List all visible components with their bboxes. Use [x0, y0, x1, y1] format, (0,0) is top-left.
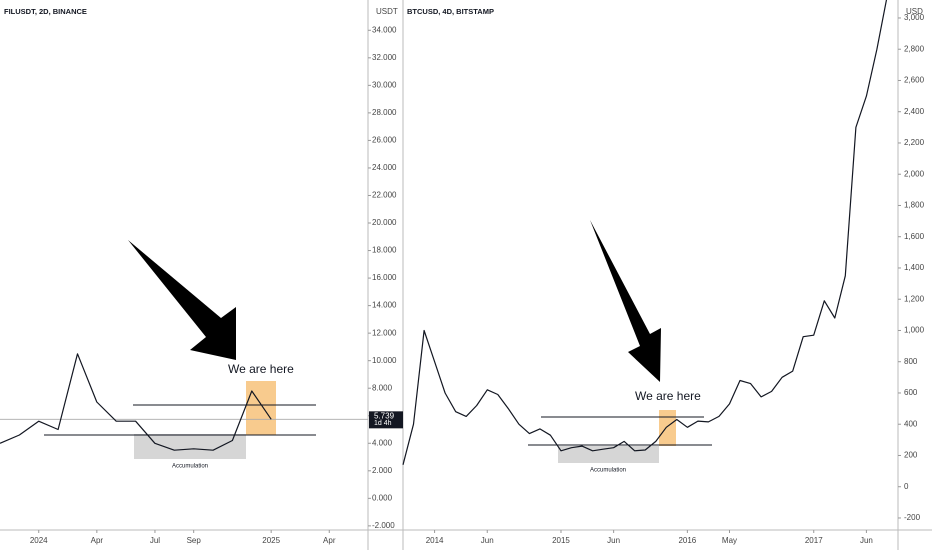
y-tick-label: 2,800	[904, 44, 925, 53]
annotation: Accumulation	[590, 468, 626, 474]
current-zone	[659, 410, 676, 446]
y-tick-label: -2.000	[372, 521, 395, 530]
axis-unit: USD	[906, 7, 923, 16]
y-tick-label: 2,200	[904, 138, 925, 147]
x-tick-label: Jul	[150, 536, 160, 545]
y-tick-label: 32.000	[372, 53, 397, 62]
y-tick-label: 600	[904, 388, 918, 397]
chart-title: BTCUSD, 4D, BITSTAMP	[407, 7, 494, 16]
y-tick-label: 1,800	[904, 201, 925, 210]
y-tick-label: 1,000	[904, 326, 925, 335]
x-tick-label: Jun	[860, 536, 873, 545]
y-tick-label: 1,600	[904, 232, 925, 241]
y-tick-label: 28.000	[372, 108, 397, 117]
x-tick-label: 2017	[805, 536, 823, 545]
y-tick-label: 16.000	[372, 273, 397, 282]
y-tick-label: -200	[904, 513, 921, 522]
current-zone	[246, 381, 276, 435]
annotation: We are here	[228, 362, 294, 376]
last-price-box	[369, 411, 403, 429]
countdown-label: 1d 4h	[374, 420, 392, 427]
y-tick-label: 10.000	[372, 356, 397, 365]
x-tick-label: Sep	[187, 536, 202, 545]
y-tick-label: 0	[904, 482, 909, 491]
y-tick-label: 12.000	[372, 328, 397, 337]
y-tick-label: 4.000	[372, 438, 393, 447]
y-tick-label: 20.000	[372, 218, 397, 227]
y-tick-label: 2,400	[904, 107, 925, 116]
x-tick-label: Jun	[481, 536, 494, 545]
x-tick-label: 2016	[678, 536, 696, 545]
x-tick-label: May	[722, 536, 737, 545]
x-tick-label: 2015	[552, 536, 570, 545]
price-line	[0, 353, 272, 451]
x-tick-label: 2024	[30, 536, 48, 545]
arrow	[590, 220, 661, 382]
x-tick-label: Apr	[91, 536, 104, 545]
arrow	[128, 240, 236, 360]
y-tick-label: 1,400	[904, 263, 925, 272]
y-tick-label: 2,000	[904, 169, 925, 178]
x-tick-label: Jun	[607, 536, 620, 545]
y-tick-label: 26.000	[372, 136, 397, 145]
last-price-label: 5.739	[374, 411, 395, 420]
axis-unit: USDT	[376, 7, 398, 16]
y-tick-label: 2,600	[904, 76, 925, 85]
x-tick-label: Apr	[323, 536, 336, 545]
y-tick-label: 8.000	[372, 383, 393, 392]
y-tick-label: 14.000	[372, 301, 397, 310]
y-tick-label: 30.000	[372, 80, 397, 89]
annotation: We are here	[635, 389, 701, 403]
y-tick-label: 800	[904, 357, 918, 366]
y-tick-label: 22.000	[372, 191, 397, 200]
y-tick-label: 200	[904, 451, 918, 460]
y-tick-label: 18.000	[372, 246, 397, 255]
y-tick-label: 34.000	[372, 25, 397, 34]
y-tick-label: 3,000	[904, 13, 925, 22]
accumulation-zone	[134, 434, 246, 459]
price-line	[402, 0, 888, 465]
y-tick-label: 24.000	[372, 163, 397, 172]
x-tick-label: 2025	[262, 536, 280, 545]
y-tick-label: 2.000	[372, 466, 393, 475]
annotation: Accumulation	[172, 464, 208, 470]
x-tick-label: 2014	[426, 536, 444, 545]
y-tick-label: 0.000	[372, 493, 393, 502]
chart-title: FILUSDT, 2D, BINANCE	[4, 7, 87, 16]
y-tick-label: 400	[904, 419, 918, 428]
y-tick-label: 1,200	[904, 294, 925, 303]
